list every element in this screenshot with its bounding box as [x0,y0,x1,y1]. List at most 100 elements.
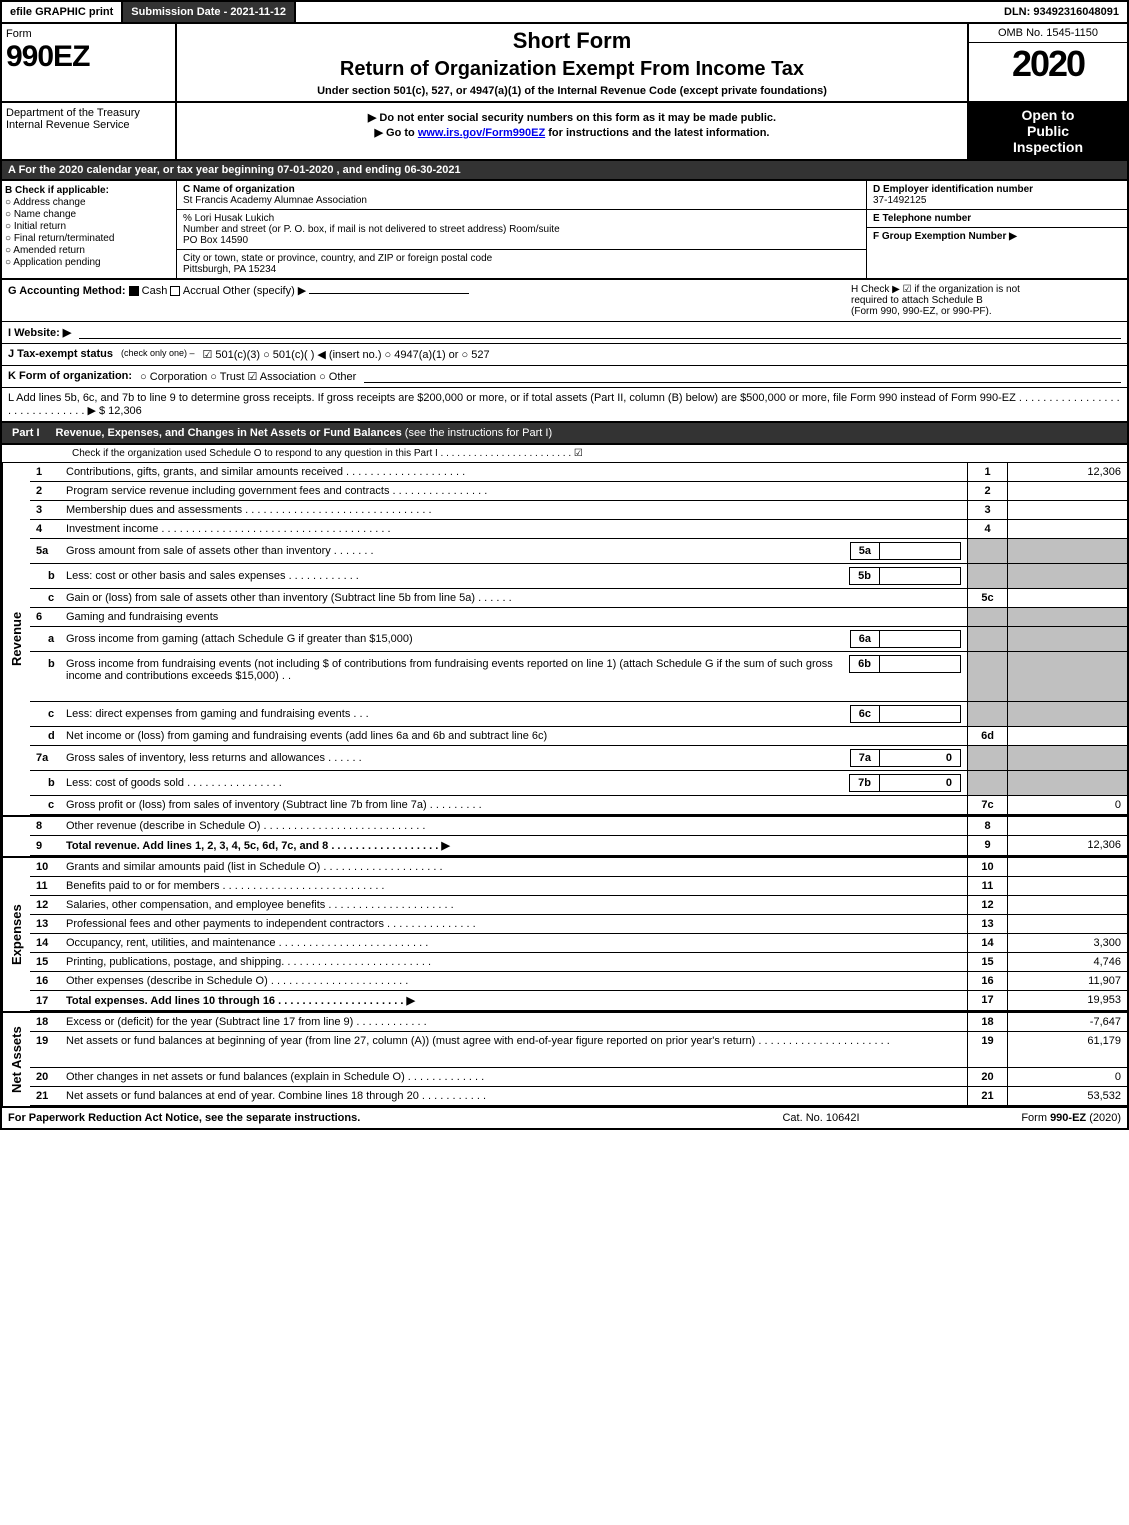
line-6c-ref [967,702,1007,727]
efile-print-button[interactable]: efile GRAPHIC print [2,2,123,22]
line-10-txt: Grants and similar amounts paid (list in… [66,861,961,873]
line-21-num: 21 [36,1090,60,1102]
line-5a-val [1007,539,1127,564]
form-of-org-other-input[interactable] [364,370,1121,383]
line-11-ref: 11 [967,877,1007,896]
line-19-txt: Net assets or fund balances at beginning… [66,1035,961,1047]
address-block: % Lori Husak Lukich Number and street (o… [177,210,866,250]
initial-return-checkbox[interactable]: Initial return [5,221,173,232]
group-exemption-label: F Group Exemption Number ▶ [873,231,1017,242]
addr-label: Number and street (or P. O. box, if mail… [183,224,560,235]
line-14-ref: 14 [967,934,1007,953]
line-18-num: 18 [36,1016,60,1028]
line-11: 11Benefits paid to or for members . . . … [30,877,967,896]
tax-exempt-options[interactable]: ☑ 501(c)(3) ○ 501(c)( ) ◀ (insert no.) ○… [203,348,490,361]
line-2-num: 2 [36,485,60,497]
line-19: 19Net assets or fund balances at beginni… [30,1032,967,1068]
tax-exempt-label: J Tax-exempt status [8,348,113,361]
line-14-val: 3,300 [1007,934,1127,953]
line-6d-val [1007,727,1127,746]
line-10-num: 10 [36,861,60,873]
ein-label: D Employer identification number [873,184,1033,195]
form-of-org-options[interactable]: ○ Corporation ○ Trust ☑ Association ○ Ot… [140,370,356,383]
section-k-row: K Form of organization: ○ Corporation ○ … [0,366,1129,388]
open-to: Open to [973,107,1123,123]
main-title: Return of Organization Exempt From Incom… [185,58,959,81]
city-block: City or town, state or province, country… [177,250,866,278]
line-4-num: 4 [36,523,60,535]
line-6d: dNet income or (loss) from gaming and fu… [30,727,967,746]
org-name: St Francis Academy Alumnae Association [183,195,367,206]
ein-block: D Employer identification number 37-1492… [867,181,1127,210]
line-4-txt: Investment income . . . . . . . . . . . … [66,523,961,535]
line-16-num: 16 [36,975,60,987]
form-number: 990EZ [6,40,171,74]
line-7b-val [1007,771,1127,796]
group-exemption-block: F Group Exemption Number ▶ [867,228,1127,245]
line-20-num: 20 [36,1071,60,1083]
other-specify-input[interactable] [309,293,469,294]
phone-block: E Telephone number [867,210,1127,228]
irs-link[interactable]: www.irs.gov/Form990EZ [418,127,545,139]
line-5b-box: 5b [850,568,880,584]
cash-checkbox[interactable] [129,286,139,296]
application-pending-checkbox[interactable]: Application pending [5,257,173,268]
line-7c: cGross profit or (loss) from sales of in… [30,796,967,815]
line-5b-boxval [880,568,960,584]
accounting-method-label: G Accounting Method: [8,285,126,297]
other-specify-label: Other (specify) ▶ [223,285,307,297]
revenue-side-label: Revenue [2,463,30,815]
section-i-row: I Website: ▶ [0,322,1129,344]
line-2-txt: Program service revenue including govern… [66,485,961,497]
line-21-val: 53,532 [1007,1087,1127,1106]
line-6a-txt: Gross income from gaming (attach Schedul… [66,633,836,645]
part-1-title-text: Revenue, Expenses, and Changes in Net As… [56,427,402,439]
line-6b-ref [967,652,1007,702]
h-line2: required to attach Schedule B [851,295,1121,306]
final-return-checkbox[interactable]: Final return/terminated [5,233,173,244]
line-12-ref: 12 [967,896,1007,915]
line-6: 6Gaming and fundraising events [30,608,967,627]
cat-number: Cat. No. 10642I [721,1112,921,1124]
line-6-txt: Gaming and fundraising events [66,611,961,623]
part-1-schedule-o-check: Check if the organization used Schedule … [0,445,1129,463]
net-assets-table: Net Assets 18Excess or (deficit) for the… [0,1013,1129,1108]
line-18-ref: 18 [967,1013,1007,1032]
line-6-ref [967,608,1007,627]
line-5a: 5aGross amount from sale of assets other… [30,539,967,564]
expenses-side-label: Expenses [2,858,30,1011]
submission-date-button[interactable]: Submission Date - 2021-11-12 [123,2,296,22]
name-change-checkbox[interactable]: Name change [5,209,173,220]
line-7c-val: 0 [1007,796,1127,815]
line-7b-boxval: 0 [880,775,960,791]
city-value: Pittsburgh, PA 15234 [183,264,276,275]
line-16: 16Other expenses (describe in Schedule O… [30,972,967,991]
part-1-label: Part I [2,423,50,443]
line-15-txt: Printing, publications, postage, and shi… [66,956,961,968]
line-6d-num: d [36,730,60,742]
line-19-val: 61,179 [1007,1032,1127,1068]
dept-line1: Department of the Treasury [6,107,171,119]
line-1: 1Contributions, gifts, grants, and simil… [30,463,967,482]
accrual-checkbox[interactable] [170,286,180,296]
line-17-txt: Total expenses. Add lines 10 through 16 … [66,994,961,1007]
schedule-o-text: Check if the organization used Schedule … [72,448,1121,459]
line-12-val [1007,896,1127,915]
form-post: (2020) [1089,1112,1121,1124]
line-5a-boxval [880,543,960,559]
line-6c-txt: Less: direct expenses from gaming and fu… [66,708,836,720]
dept-treasury: Department of the Treasury Internal Reve… [2,103,177,159]
line-16-val: 11,907 [1007,972,1127,991]
line-7b: bLess: cost of goods sold . . . . . . . … [30,771,967,796]
amended-return-checkbox[interactable]: Amended return [5,245,173,256]
line-15-ref: 15 [967,953,1007,972]
address-change-checkbox[interactable]: Address change [5,197,173,208]
dln-label: DLN: 93492316048091 [996,2,1127,22]
line-5a-ref [967,539,1007,564]
short-form-label: Short Form [185,28,959,54]
line-8: 8Other revenue (describe in Schedule O) … [30,817,967,836]
line-9: 9Total revenue. Add lines 1, 2, 3, 4, 5c… [30,836,967,856]
line-8-num: 8 [36,820,60,832]
line-6a-ref [967,627,1007,652]
website-input[interactable] [79,326,1121,339]
